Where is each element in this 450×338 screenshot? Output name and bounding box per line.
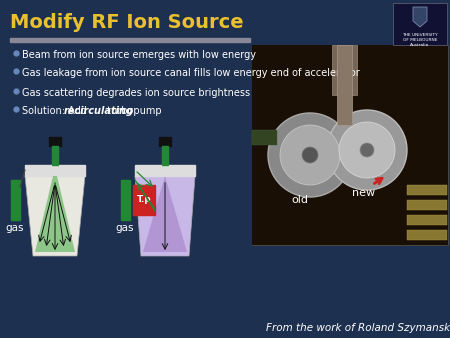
Polygon shape: [413, 7, 427, 27]
Bar: [52, 146, 58, 165]
Bar: [10, 38, 250, 42]
Polygon shape: [35, 176, 75, 252]
Text: gas: gas: [116, 223, 134, 233]
Bar: [252, 130, 277, 145]
Bar: [133, 185, 155, 215]
Bar: [393, 3, 447, 45]
Circle shape: [280, 125, 340, 185]
Bar: [407, 185, 447, 195]
Polygon shape: [143, 176, 187, 252]
Text: gas: gas: [6, 223, 24, 233]
Text: Beam from ion source emerges with low energy: Beam from ion source emerges with low en…: [22, 50, 256, 60]
Bar: [11, 180, 20, 220]
Text: old: old: [292, 195, 309, 205]
Bar: [252, 45, 448, 245]
Text: Solution: Add: Solution: Add: [22, 106, 90, 116]
Bar: [332, 45, 357, 95]
Text: T.p: T.p: [137, 195, 151, 204]
Bar: [162, 146, 168, 165]
Polygon shape: [25, 176, 85, 256]
Text: recirculating: recirculating: [64, 106, 134, 116]
Bar: [121, 180, 130, 220]
Circle shape: [327, 110, 407, 190]
Bar: [252, 45, 448, 245]
Text: turbopump: turbopump: [104, 106, 162, 116]
Bar: [25, 165, 85, 176]
Text: Modify RF Ion Source: Modify RF Ion Source: [10, 13, 243, 31]
Text: Gas scattering degrades ion source brightness: Gas scattering degrades ion source brigh…: [22, 88, 250, 98]
Circle shape: [339, 122, 395, 178]
Text: THE UNIVERSITY
OF MELBOURNE
Australia: THE UNIVERSITY OF MELBOURNE Australia: [402, 33, 438, 47]
Bar: [407, 200, 447, 210]
Bar: [407, 215, 447, 225]
Circle shape: [268, 113, 352, 197]
Bar: [135, 165, 195, 176]
Circle shape: [302, 147, 318, 163]
Bar: [159, 137, 171, 146]
Bar: [49, 137, 61, 146]
Bar: [337, 45, 352, 125]
Circle shape: [360, 143, 374, 157]
Text: new: new: [352, 188, 376, 198]
Bar: [407, 230, 447, 240]
Text: From the work of Roland Szymanski: From the work of Roland Szymanski: [266, 323, 450, 333]
Text: Gas leakage from ion source canal fills low energy end of accelerator: Gas leakage from ion source canal fills …: [22, 68, 360, 78]
Polygon shape: [135, 176, 195, 256]
